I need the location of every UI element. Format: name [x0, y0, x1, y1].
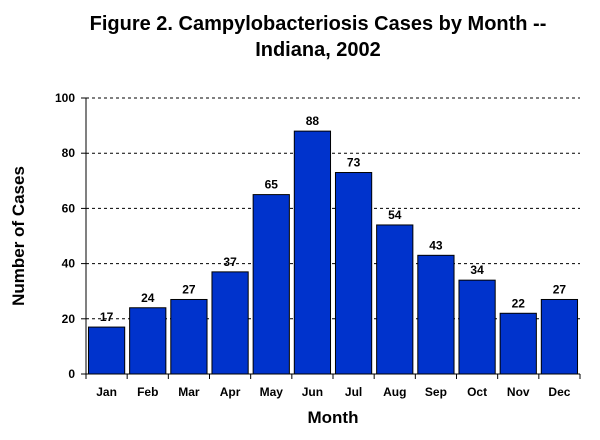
bar-jul: [334, 172, 373, 375]
data-label-feb: 24: [141, 291, 155, 305]
bar-dec: [540, 298, 579, 375]
x-tick-label-apr: Apr: [220, 385, 241, 399]
data-label-jun: 88: [306, 114, 320, 128]
x-tick-label-may: May: [260, 385, 284, 399]
x-tick-label-jul: Jul: [345, 385, 362, 399]
y-tick-label: 60: [62, 201, 76, 215]
data-label-nov: 22: [512, 296, 526, 310]
bar-may: [252, 194, 290, 375]
x-tick-label-oct: Oct: [467, 385, 487, 399]
x-tick-label-aug: Aug: [383, 385, 406, 399]
x-tick-label-jan: Jan: [96, 385, 117, 399]
bar-aug: [376, 224, 414, 375]
x-tick-label-dec: Dec: [548, 385, 570, 399]
x-tick-label-sep: Sep: [425, 385, 447, 399]
data-labels: 17 24 27 37 65 88 73 54 43 34 22 27: [100, 114, 567, 324]
y-axis-title: Number of Cases: [9, 166, 28, 306]
data-label-mar: 27: [182, 282, 196, 296]
gridlines: [86, 97, 580, 320]
bar-apr: [211, 271, 249, 375]
data-label-aug: 54: [388, 208, 402, 222]
bar-oct: [458, 279, 496, 375]
x-tick-label-mar: Mar: [178, 385, 200, 399]
data-label-oct: 34: [470, 263, 484, 277]
data-label-may: 65: [265, 178, 279, 192]
y-tick-label: 20: [62, 312, 76, 326]
bar-jan: [87, 326, 126, 375]
data-label-dec: 27: [553, 282, 567, 296]
x-axis-title: Month: [308, 408, 359, 427]
x-tick-label-feb: Feb: [137, 385, 158, 399]
data-label-apr: 37: [223, 255, 237, 269]
bar-nov: [499, 312, 537, 375]
bar-sep: [417, 254, 455, 375]
x-tick-label-jun: Jun: [302, 385, 323, 399]
data-label-sep: 43: [429, 238, 443, 252]
chart-title-line-2: Indiana, 2002: [255, 39, 381, 61]
y-tick-label: 40: [62, 257, 76, 271]
x-tick-label-nov: Nov: [507, 385, 530, 399]
x-ticks: Jan Feb Mar Apr May Jun Jul Aug Sep Oct Nov Dec: [85, 374, 581, 399]
bar-mar: [170, 298, 208, 375]
y-ticks: 0 20 40 60 80 100: [55, 91, 86, 381]
y-tick-label: 100: [55, 91, 75, 105]
data-label-jan: 17: [100, 310, 114, 324]
y-tick-label: 0: [68, 367, 75, 381]
bar-jun: [293, 130, 332, 375]
bars: [87, 130, 579, 375]
chart-title-line-1: Figure 2. Campylobacteriosis Cases by Mo…: [90, 13, 547, 35]
data-label-jul: 73: [347, 156, 361, 170]
y-tick-label: 80: [62, 146, 76, 160]
bar-feb: [129, 307, 167, 375]
